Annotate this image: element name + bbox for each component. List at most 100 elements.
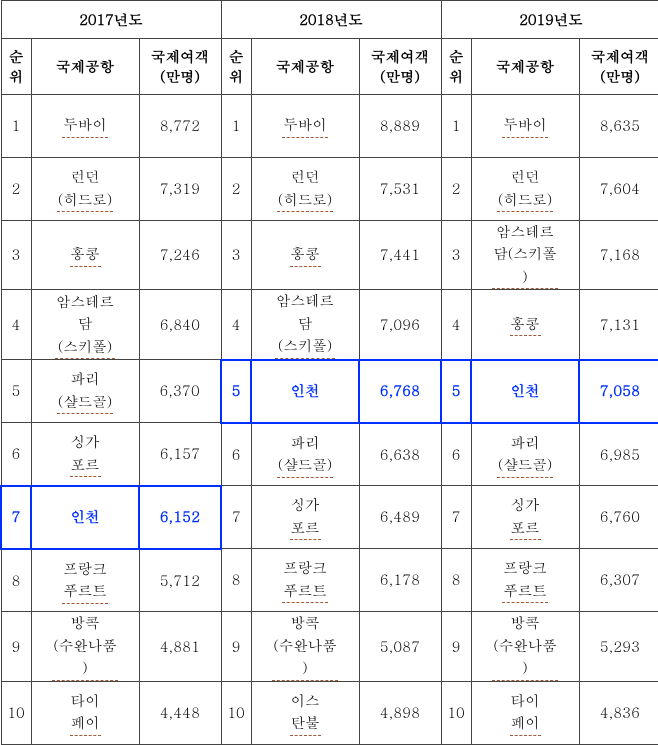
- table-row: 2런던(히드로)7,3192런던(히드로)7,5312런던(히드로)7,604: [1, 158, 658, 221]
- rank-cell: 5: [1, 360, 31, 423]
- rank-cell: 5: [221, 360, 251, 423]
- airport-name: 프랑크푸르트: [282, 557, 328, 603]
- airport-name: 암스테르담(스키폴): [275, 290, 335, 358]
- rank-cell: 4: [221, 290, 251, 360]
- pax-cell: 6,768: [359, 360, 441, 423]
- table-row: 6싱가포르6,1576파리(샬드골)6,6386파리(샬드골)6,985: [1, 423, 658, 486]
- airport-cell: 두바이: [251, 95, 359, 158]
- airport-cell: 싱가포르: [251, 486, 359, 549]
- header-airport: 국제공항: [471, 39, 579, 95]
- pax-cell: 7,131: [579, 290, 658, 360]
- rank-cell: 1: [441, 95, 471, 158]
- airport-cell: 두바이: [471, 95, 579, 158]
- airport-name: 싱가포르: [70, 431, 101, 477]
- airport-cell: 방콕(수완나품): [251, 612, 359, 681]
- rank-cell: 6: [441, 423, 471, 486]
- airport-cell: 프랑크푸르트: [471, 549, 579, 612]
- airport-name: 방콕(수완나품): [52, 612, 117, 680]
- airport-cell: 암스테르담(스키폴): [251, 290, 359, 360]
- pax-cell: 7,096: [359, 290, 441, 360]
- airport-name: 암스테르담(스키폴): [55, 291, 115, 359]
- pax-cell: 6,152: [139, 486, 221, 549]
- header-pax: 국제여객(만명): [579, 39, 658, 95]
- table-body: 1두바이8,7721두바이8,8891두바이8,6352런던(히드로)7,319…: [1, 95, 658, 745]
- pax-cell: 6,307: [579, 549, 658, 612]
- airport-name: 인천: [510, 380, 541, 402]
- airport-name: 이스탄불: [290, 690, 321, 736]
- airport-name: 런던(히드로): [497, 166, 553, 212]
- rank-cell: 2: [221, 158, 251, 221]
- airport-name: 파리(샬드골): [277, 432, 333, 478]
- airport-cell: 암스테르담(스키폴): [31, 290, 139, 360]
- table-row: 4암스테르담(스키폴)6,8404암스테르담(스키폴)7,0964홍콩7,131: [1, 290, 658, 360]
- airport-cell: 인천: [251, 360, 359, 423]
- airport-name: 프랑크푸르트: [62, 558, 108, 604]
- rank-cell: 1: [1, 95, 31, 158]
- rank-cell: 4: [1, 290, 31, 360]
- rank-cell: 9: [441, 612, 471, 681]
- pax-cell: 6,840: [139, 290, 221, 360]
- airport-cell: 런던(히드로): [471, 158, 579, 221]
- pax-cell: 6,178: [359, 549, 441, 612]
- airport-name: 싱가포르: [290, 494, 321, 540]
- pax-cell: 7,441: [359, 221, 441, 290]
- airport-cell: 런던(히드로): [31, 158, 139, 221]
- airport-cell: 두바이: [31, 95, 139, 158]
- pax-cell: 6,157: [139, 423, 221, 486]
- rank-cell: 8: [1, 549, 31, 612]
- pax-cell: 8,772: [139, 95, 221, 158]
- table-row: 7인천6,1527싱가포르6,4897싱가포르6,760: [1, 486, 658, 549]
- pax-cell: 4,881: [139, 612, 221, 681]
- rank-cell: 2: [1, 158, 31, 221]
- year-header-2019: 2019년도: [441, 1, 658, 39]
- airport-cell: 런던(히드로): [251, 158, 359, 221]
- header-pax: 국제여객(만명): [139, 39, 221, 95]
- airport-name: 두바이: [282, 114, 328, 137]
- rank-cell: 3: [441, 221, 471, 290]
- pax-cell: 6,489: [359, 486, 441, 549]
- airport-cell: 파리(샬드골): [251, 423, 359, 486]
- rank-cell: 8: [221, 549, 251, 612]
- header-rank: 순위: [1, 39, 31, 95]
- airport-cell: 타이페이: [31, 681, 139, 744]
- airport-cell: 방콕(수완나품): [471, 612, 579, 681]
- airport-name: 홍콩: [290, 243, 321, 266]
- pax-cell: 8,889: [359, 95, 441, 158]
- pax-cell: 7,319: [139, 158, 221, 221]
- airport-name: 파리(샬드골): [497, 432, 553, 478]
- rank-cell: 3: [1, 221, 31, 290]
- airport-name: 인천: [290, 380, 321, 402]
- header-airport: 국제공항: [251, 39, 359, 95]
- rank-cell: 4: [441, 290, 471, 360]
- airport-cell: 프랑크푸르트: [251, 549, 359, 612]
- rank-cell: 10: [441, 681, 471, 744]
- table-row: 5파리(샬드골)6,3705인천6,7685인천7,058: [1, 360, 658, 423]
- rank-cell: 5: [441, 360, 471, 423]
- rank-cell: 8: [441, 549, 471, 612]
- rank-cell: 6: [1, 423, 31, 486]
- airport-name: 런던(히드로): [277, 166, 333, 212]
- airport-name: 싱가포르: [510, 494, 541, 540]
- airport-cell: 프랑크푸르트: [31, 549, 139, 612]
- table-wrapper: 2017년도 2018년도 2019년도 순위 국제공항 국제여객(만명) 순위…: [0, 0, 658, 745]
- sub-header-row: 순위 국제공항 국제여객(만명) 순위 국제공항 국제여객(만명) 순위 국제공…: [1, 39, 658, 95]
- table-row: 10타이페이4,44810이스탄불4,89810타이페이4,836: [1, 681, 658, 744]
- rank-cell: 1: [221, 95, 251, 158]
- airport-cell: 암스테르담(스키폴): [471, 221, 579, 290]
- airport-cell: 싱가포르: [31, 423, 139, 486]
- pax-cell: 7,531: [359, 158, 441, 221]
- pax-cell: 4,448: [139, 681, 221, 744]
- airport-cell: 홍콩: [251, 221, 359, 290]
- airport-name: 프랑크푸르트: [502, 557, 548, 603]
- year-header-2017: 2017년도: [1, 1, 221, 39]
- airport-name: 런던(히드로): [57, 166, 113, 212]
- rank-cell: 9: [221, 612, 251, 681]
- table-row: 1두바이8,7721두바이8,8891두바이8,635: [1, 95, 658, 158]
- header-rank: 순위: [441, 39, 471, 95]
- airport-cell: 싱가포르: [471, 486, 579, 549]
- airport-name: 암스테르담(스키폴): [492, 221, 557, 289]
- header-airport: 국제공항: [31, 39, 139, 95]
- airport-name: 홍콩: [510, 313, 541, 336]
- airport-cell: 이스탄불: [251, 681, 359, 744]
- airport-name: 타이페이: [510, 690, 541, 736]
